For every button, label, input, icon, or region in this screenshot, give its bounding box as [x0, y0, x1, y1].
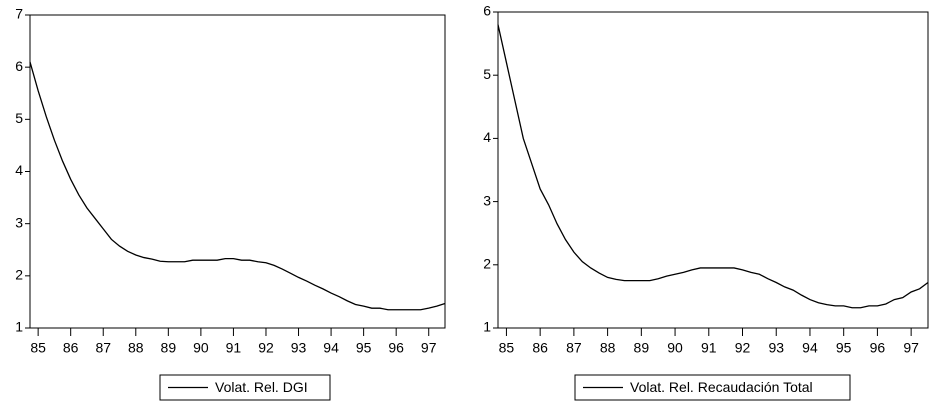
y-tick-label: 2 — [483, 256, 491, 272]
x-tick-label: 86 — [63, 340, 79, 356]
x-tick-label: 95 — [836, 340, 852, 356]
x-tick-label: 85 — [499, 340, 515, 356]
x-tick-label: 95 — [356, 340, 372, 356]
legend-label: Volat. Rel. DGI — [215, 379, 308, 395]
x-tick-label: 93 — [768, 340, 784, 356]
y-tick-label: 7 — [15, 6, 23, 22]
x-tick-label: 91 — [701, 340, 717, 356]
x-tick-label: 92 — [258, 340, 274, 356]
plot-frame — [29, 14, 446, 329]
y-tick-label: 5 — [483, 66, 491, 82]
y-tick-label: 1 — [15, 319, 23, 335]
x-tick-label: 96 — [388, 340, 404, 356]
x-tick-label: 85 — [30, 340, 46, 356]
legend-box — [574, 374, 851, 401]
x-tick-label: 97 — [903, 340, 919, 356]
x-tick-label: 90 — [667, 340, 683, 356]
line-series — [29, 61, 446, 311]
x-tick-label: 89 — [634, 340, 650, 356]
x-tick-label: 90 — [193, 340, 209, 356]
x-tick-label: 93 — [291, 340, 307, 356]
x-tick-label: 91 — [226, 340, 242, 356]
line-series — [497, 24, 929, 309]
plot-frame — [497, 11, 929, 329]
y-tick-label: 3 — [483, 192, 491, 208]
x-tick-label: 88 — [128, 340, 144, 356]
y-tick-label: 2 — [15, 267, 23, 283]
legend-label: Volat. Rel. Recaudación Total — [630, 379, 813, 395]
y-tick-label: 6 — [483, 3, 491, 19]
y-tick-label: 5 — [15, 110, 23, 126]
x-tick-label: 88 — [600, 340, 616, 356]
x-tick-label: 92 — [735, 340, 751, 356]
x-tick-label: 97 — [421, 340, 437, 356]
y-tick-label: 3 — [15, 214, 23, 230]
y-tick-label: 6 — [15, 58, 23, 74]
x-tick-label: 87 — [95, 340, 111, 356]
y-tick-label: 4 — [15, 162, 23, 178]
x-tick-label: 94 — [802, 340, 818, 356]
x-tick-label: 86 — [532, 340, 548, 356]
x-tick-label: 94 — [323, 340, 339, 356]
x-tick-label: 87 — [566, 340, 582, 356]
y-tick-label: 1 — [483, 319, 491, 335]
x-tick-label: 89 — [161, 340, 177, 356]
legend-box — [159, 374, 331, 401]
x-tick-label: 96 — [870, 340, 886, 356]
y-tick-label: 4 — [483, 129, 491, 145]
